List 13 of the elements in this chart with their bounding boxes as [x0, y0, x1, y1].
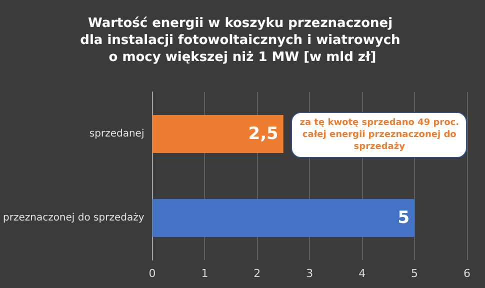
- chart-title: Wartość energii w koszyku przeznaczonej dla instalacji fotowoltaicznych i wiatrowych o mocy większej niż 1 MW [w mld zł]: [80, 16, 405, 65]
- speech-bubble: za tę kwotę sprzedano 49 proc. całej energii przeznaczonej do sprzedaży: [291, 112, 468, 158]
- data-label: 5: [398, 208, 410, 228]
- x-tick-label: 6: [464, 267, 470, 280]
- x-tick-label: 3: [306, 267, 314, 280]
- x-tick-label: 5: [411, 267, 418, 280]
- x-tick-label: 1: [201, 267, 208, 280]
- data-label: 2,5: [248, 124, 278, 144]
- y-tick-label: sprzedanej: [89, 128, 144, 140]
- x-tick-label: 0: [148, 267, 156, 280]
- x-tick-label: 2: [254, 267, 261, 280]
- x-tick-label: 4: [358, 267, 366, 280]
- y-tick-label: przeznaczonej do sprzedaży: [2, 212, 144, 224]
